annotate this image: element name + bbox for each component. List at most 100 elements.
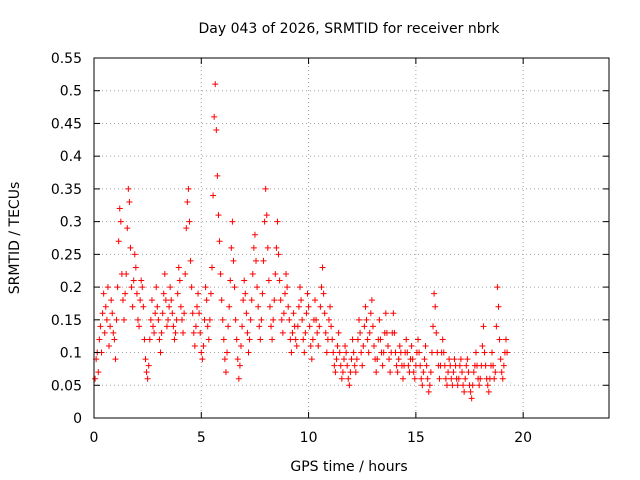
data-point bbox=[189, 310, 196, 317]
data-point bbox=[340, 356, 347, 363]
data-point bbox=[343, 349, 350, 356]
data-point bbox=[393, 362, 400, 369]
data-point bbox=[113, 316, 120, 323]
data-point bbox=[302, 329, 309, 336]
data-point bbox=[320, 290, 327, 297]
data-point bbox=[358, 349, 365, 356]
data-point bbox=[198, 349, 205, 356]
data-point bbox=[339, 369, 346, 376]
data-point bbox=[213, 127, 220, 133]
x-tick-label: 20 bbox=[514, 430, 532, 446]
data-point bbox=[234, 356, 241, 363]
data-point bbox=[278, 316, 285, 323]
data-point bbox=[225, 323, 232, 330]
data-point bbox=[284, 284, 291, 291]
data-point bbox=[330, 349, 337, 356]
data-point bbox=[167, 284, 174, 291]
data-point bbox=[346, 382, 353, 389]
axes bbox=[93, 57, 610, 419]
data-point bbox=[384, 343, 391, 349]
data-point bbox=[312, 297, 319, 304]
data-point bbox=[249, 271, 256, 277]
data-point bbox=[485, 388, 492, 395]
data-point bbox=[456, 362, 463, 369]
y-tick-label: 0.45 bbox=[51, 116, 82, 132]
data-point bbox=[439, 336, 446, 343]
data-point bbox=[300, 336, 307, 343]
data-point bbox=[443, 382, 450, 389]
data-point bbox=[283, 271, 290, 277]
data-point bbox=[116, 205, 123, 212]
data-point bbox=[484, 382, 491, 389]
data-point bbox=[295, 303, 302, 310]
data-point bbox=[327, 303, 334, 310]
data-point bbox=[417, 362, 424, 369]
data-point bbox=[261, 218, 268, 225]
data-point bbox=[219, 316, 226, 323]
data-point bbox=[499, 375, 506, 382]
data-point bbox=[299, 316, 306, 323]
data-point bbox=[482, 362, 489, 369]
data-point bbox=[199, 356, 206, 363]
data-point bbox=[371, 343, 378, 349]
data-point bbox=[360, 343, 367, 349]
data-point bbox=[288, 349, 295, 356]
data-point bbox=[217, 271, 224, 277]
data-point bbox=[150, 323, 157, 330]
data-point bbox=[124, 225, 131, 232]
data-point bbox=[186, 218, 193, 225]
data-point bbox=[304, 290, 311, 297]
data-point bbox=[364, 336, 371, 343]
data-point bbox=[292, 336, 299, 343]
data-point bbox=[216, 238, 223, 245]
data-point bbox=[431, 290, 438, 297]
x-tick-label: 5 bbox=[197, 430, 206, 446]
data-point bbox=[215, 212, 222, 219]
data-point bbox=[204, 323, 211, 330]
data-point bbox=[380, 349, 387, 356]
data-point bbox=[354, 336, 361, 343]
data-point bbox=[489, 349, 496, 356]
y-tick-label: 0.55 bbox=[51, 51, 82, 67]
data-point bbox=[490, 362, 497, 369]
data-point bbox=[274, 218, 281, 225]
data-point bbox=[147, 316, 154, 323]
data-point bbox=[342, 343, 349, 349]
y-tick-label: 0.05 bbox=[51, 378, 82, 394]
data-point bbox=[425, 388, 432, 395]
data-point bbox=[159, 310, 166, 317]
chart-title: Day 043 of 2026, SRMTID for receiver nbr… bbox=[198, 21, 500, 37]
data-point bbox=[207, 290, 214, 297]
data-point bbox=[172, 329, 179, 336]
grid-lines bbox=[94, 58, 609, 418]
data-point bbox=[366, 329, 373, 336]
data-point bbox=[337, 362, 344, 369]
data-point bbox=[123, 271, 130, 277]
data-point bbox=[315, 343, 322, 349]
data-point bbox=[250, 244, 257, 251]
data-point bbox=[332, 369, 339, 376]
data-point bbox=[251, 231, 258, 238]
data-point bbox=[227, 277, 234, 284]
data-point bbox=[279, 329, 286, 336]
data-point bbox=[102, 303, 109, 310]
data-point bbox=[500, 362, 507, 369]
data-point bbox=[423, 362, 430, 369]
data-point bbox=[351, 362, 358, 369]
data-point bbox=[205, 336, 212, 343]
data-point bbox=[352, 369, 359, 376]
data-point bbox=[236, 362, 243, 369]
data-point bbox=[420, 369, 427, 376]
data-point bbox=[269, 336, 276, 343]
data-point bbox=[268, 323, 275, 330]
data-point bbox=[347, 369, 354, 376]
data-point bbox=[202, 284, 209, 291]
data-point bbox=[290, 310, 297, 317]
data-point bbox=[134, 316, 141, 323]
data-point bbox=[239, 323, 246, 330]
data-point bbox=[497, 356, 504, 363]
data-point bbox=[359, 362, 366, 369]
data-point bbox=[181, 310, 188, 317]
y-tick-label: 0.25 bbox=[51, 247, 82, 263]
data-point bbox=[266, 303, 273, 310]
